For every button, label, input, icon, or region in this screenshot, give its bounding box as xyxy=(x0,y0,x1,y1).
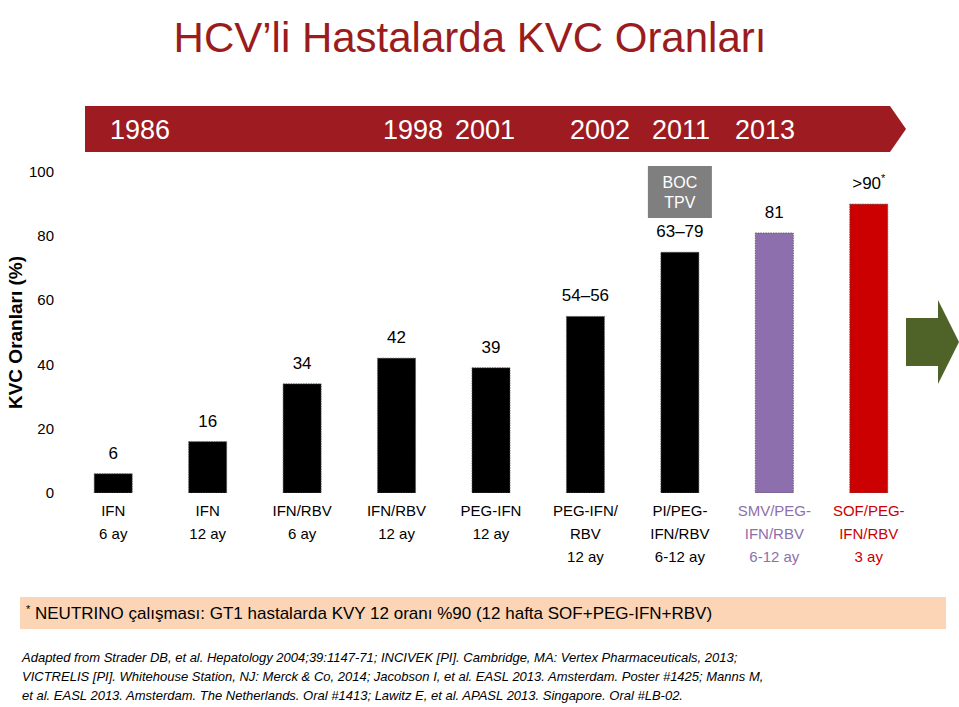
x-tick-line: 6-12 ay xyxy=(655,548,706,565)
x-tick-line: 6 ay xyxy=(288,525,317,542)
bars xyxy=(94,204,888,493)
annotation: BOC TPV xyxy=(663,174,698,211)
bar xyxy=(850,204,888,493)
bar xyxy=(283,384,321,493)
data-label: >90* xyxy=(852,172,886,193)
x-tick-line: IFN/RBV xyxy=(650,525,709,542)
bar xyxy=(755,233,793,493)
x-tick-line: IFN/RBV xyxy=(839,525,898,542)
data-label-star: * xyxy=(881,172,886,184)
x-tick-line: 12 ay xyxy=(378,525,415,542)
annotation-line: TPV xyxy=(664,194,695,211)
x-tick-label: SOF/PEG- IFN/RBV 3 ay xyxy=(833,502,905,565)
x-tick-line: PI/PEG- xyxy=(652,502,707,519)
footnote: * NEUTRINO çalışması: GT1 hastalarda KVY… xyxy=(26,603,712,623)
bar xyxy=(661,252,699,493)
y-tick-label: 20 xyxy=(37,420,54,437)
y-tick-label: 80 xyxy=(37,227,54,244)
x-tick-line: SOF/PEG- xyxy=(833,502,905,519)
data-label: 6 xyxy=(108,444,117,463)
data-label: 34 xyxy=(293,354,312,373)
x-tick-line: IFN/RBV xyxy=(273,502,332,519)
timeline-year: 2001 xyxy=(455,115,515,145)
x-tick-line: 12 ay xyxy=(189,525,226,542)
data-label: 63–79 xyxy=(656,222,703,241)
y-tick-label: 40 xyxy=(37,356,54,373)
x-tick-label: IFN/RBV 12 ay xyxy=(367,502,426,542)
y-axis-title: KVC Oranları (%) xyxy=(5,256,26,409)
bar xyxy=(189,442,227,493)
data-label: 54–56 xyxy=(562,286,609,305)
x-tick-label: SMV/PEG- IFN/RBV 6-12 ay xyxy=(738,502,811,565)
x-tick-label: IFN/RBV 6 ay xyxy=(273,502,332,542)
timeline-year: 2011 xyxy=(652,115,710,145)
x-tick-label: IFN 12 ay xyxy=(189,502,226,542)
data-label: 42 xyxy=(387,328,406,347)
title: HCV’li Hastalarda KVC Oranları xyxy=(174,14,767,61)
x-tick-label: PEG-IFN/RBV 12 ay xyxy=(553,502,619,565)
timeline-year: 2013 xyxy=(735,115,795,145)
x-tick-line: 12 ay xyxy=(473,525,510,542)
footnote-box xyxy=(20,597,946,629)
x-tick-line: 6-12 ay xyxy=(749,548,800,565)
chart: HCV’li Hastalarda KVC Oranları 1986 1998 20… xyxy=(0,0,959,707)
x-tick-label: PEG-IFN 12 ay xyxy=(461,502,522,542)
footnote-text: NEUTRINO çalışması: GT1 hastalarda KVY 1… xyxy=(30,604,712,623)
bar xyxy=(94,474,132,493)
x-tick-label: IFN 6 ay xyxy=(99,502,128,542)
labels: 6 16 34 42 39 54–56 63–79 81 >90* xyxy=(108,172,886,463)
source: Adapted from Strader DB, et al. Hepatolo… xyxy=(21,650,738,665)
x-tick-line: IFN xyxy=(196,502,220,519)
source: VICTRELIS [PI]. Whitehouse Station, NJ: … xyxy=(22,669,763,684)
x-tick-line: IFN/RBV xyxy=(367,502,426,519)
data-label: 39 xyxy=(482,338,501,357)
arrow xyxy=(906,300,959,384)
data-label: 81 xyxy=(765,203,784,222)
x-tick-line: IFN/RBV xyxy=(745,525,804,542)
annotation-line: BOC xyxy=(663,174,698,191)
timeline-year: 1998 xyxy=(383,115,443,145)
timeline-year: 2002 xyxy=(570,115,630,145)
annotation-box xyxy=(648,166,712,218)
source: et al. EASL 2013. Amsterdam. The Netherl… xyxy=(22,688,683,703)
data-label-text: >90 xyxy=(852,174,881,193)
bar xyxy=(378,358,416,493)
x-tick-line: IFN xyxy=(101,502,125,519)
bar xyxy=(566,316,604,493)
timeline-year: 1986 xyxy=(110,115,170,145)
x-tick-line: 6 ay xyxy=(99,525,128,542)
timeline-banner xyxy=(85,106,906,152)
y-tick-label: 60 xyxy=(37,291,54,308)
x-tick-label: PI/PEG- IFN/RBV 6-12 ay xyxy=(650,502,709,565)
x-tick-line: 12 ay xyxy=(567,548,604,565)
y-tick-label: 100 xyxy=(29,163,54,180)
bar xyxy=(472,368,510,493)
y-tick-label: 0 xyxy=(46,484,54,501)
x-tick-line: PEG-IFN/ xyxy=(553,502,619,519)
x-tick-line: RBV xyxy=(570,525,601,542)
x-tick-line: SMV/PEG- xyxy=(738,502,811,519)
data-label: 16 xyxy=(198,412,217,431)
x-tick-line: 3 ay xyxy=(855,548,884,565)
x-tick-line: PEG-IFN xyxy=(461,502,522,519)
